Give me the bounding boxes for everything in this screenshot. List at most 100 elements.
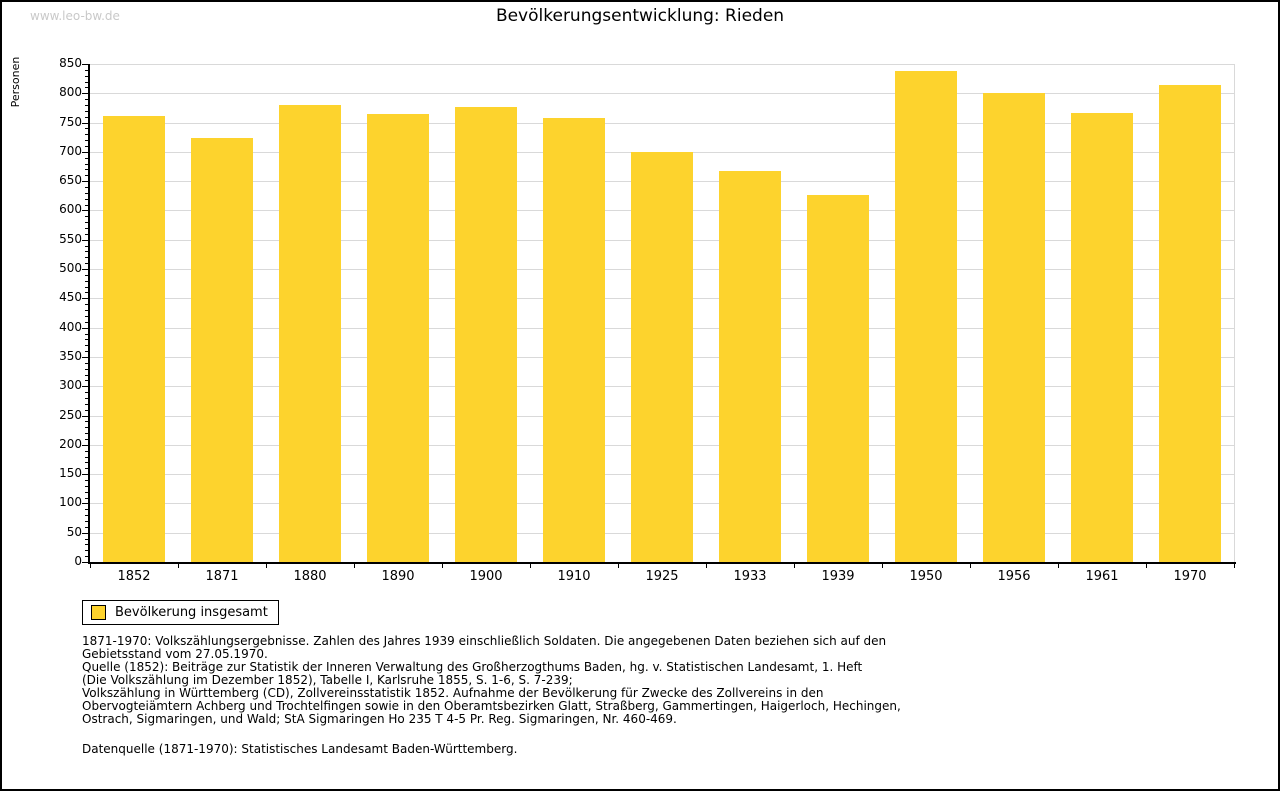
y-tick-minor	[85, 117, 88, 118]
y-tick-minor	[85, 105, 88, 106]
y-tick-major	[82, 152, 88, 153]
y-tick-minor	[85, 134, 88, 135]
watermark-leo-bw: www.leo-bw.de	[30, 9, 120, 23]
y-tick-label: 0	[74, 554, 82, 568]
y-tick-minor	[85, 304, 88, 305]
y-tick-label: 600	[59, 202, 82, 216]
bar-1939	[807, 195, 869, 562]
y-tick-major	[82, 503, 88, 504]
x-tick	[1234, 564, 1235, 568]
y-tick-minor	[85, 498, 88, 499]
y-tick-minor	[85, 392, 88, 393]
y-tick-minor	[85, 228, 88, 229]
footnote-line: Ostrach, Sigmaringen, und Wald; StA Sigm…	[82, 712, 677, 726]
footnote-line: (Die Volkszählung im Dezember 1852), Tab…	[82, 673, 573, 687]
y-tick-label: 700	[59, 144, 82, 158]
y-tick-minor	[85, 281, 88, 282]
bar-1961	[1071, 113, 1133, 562]
y-tick-minor	[85, 222, 88, 223]
legend-label: Bevölkerung insgesamt	[115, 605, 268, 620]
y-tick-minor	[85, 234, 88, 235]
y-tick-minor	[85, 509, 88, 510]
x-tick	[794, 564, 795, 568]
y-tick-label: 100	[59, 495, 82, 509]
gridline	[90, 123, 1234, 124]
bar-1880	[279, 105, 341, 562]
y-tick-minor	[85, 316, 88, 317]
y-tick-major	[82, 93, 88, 94]
y-tick-minor	[85, 521, 88, 522]
y-tick-label: 50	[66, 525, 82, 539]
y-axis-title: Personen	[9, 56, 22, 108]
x-tick-label: 1910	[557, 569, 591, 584]
y-tick-label: 200	[59, 437, 82, 451]
bar-1956	[983, 93, 1045, 562]
bar-1933	[719, 171, 781, 562]
y-tick-minor	[85, 410, 88, 411]
y-tick-minor	[85, 369, 88, 370]
y-tick-minor	[85, 175, 88, 176]
x-tick	[354, 564, 355, 568]
y-tick-minor	[85, 544, 88, 545]
y-tick-minor	[85, 193, 88, 194]
footnote-line: 1871-1970: Volkszählungsergebnisse. Zahl…	[82, 634, 887, 648]
x-tick-label: 1925	[645, 569, 679, 584]
y-axis-line	[88, 64, 90, 564]
y-tick-minor	[85, 351, 88, 352]
x-tick	[530, 564, 531, 568]
y-tick-label: 250	[59, 408, 82, 422]
legend-box: Bevölkerung insgesamt	[82, 600, 279, 625]
y-tick-minor	[85, 140, 88, 141]
y-tick-label: 500	[59, 261, 82, 275]
y-tick-major	[82, 386, 88, 387]
y-tick-label: 350	[59, 349, 82, 363]
y-tick-minor	[85, 486, 88, 487]
y-tick-minor	[85, 363, 88, 364]
bar-1852	[103, 116, 165, 562]
y-tick-minor	[85, 187, 88, 188]
y-tick-minor	[85, 439, 88, 440]
y-tick-minor	[85, 462, 88, 463]
bar-1871	[191, 138, 253, 562]
y-tick-minor	[85, 539, 88, 540]
y-tick-minor	[85, 515, 88, 516]
footnote-line: Gebietsstand vom 27.05.1970.	[82, 647, 268, 661]
footnote-line: Quelle (1852): Beiträge zur Statistik de…	[82, 660, 863, 674]
x-tick	[266, 564, 267, 568]
y-tick-major	[82, 416, 88, 417]
y-tick-minor	[85, 158, 88, 159]
y-tick-label: 400	[59, 320, 82, 334]
y-tick-minor	[85, 169, 88, 170]
y-tick-label: 750	[59, 115, 82, 129]
y-tick-minor	[85, 76, 88, 77]
y-tick-minor	[85, 199, 88, 200]
bar-1890	[367, 114, 429, 562]
y-tick-minor	[85, 70, 88, 71]
y-tick-minor	[85, 246, 88, 247]
x-tick	[442, 564, 443, 568]
y-tick-major	[82, 240, 88, 241]
y-tick-minor	[85, 492, 88, 493]
y-tick-major	[82, 64, 88, 65]
x-tick-label: 1890	[381, 569, 415, 584]
x-tick-label: 1880	[293, 569, 327, 584]
y-tick-major	[82, 562, 88, 563]
y-tick-minor	[85, 380, 88, 381]
y-tick-minor	[85, 556, 88, 557]
y-tick-minor	[85, 257, 88, 258]
y-tick-label: 450	[59, 290, 82, 304]
footnote-block: 1871-1970: Volkszählungsergebnisse. Zahl…	[82, 635, 901, 726]
y-tick-minor	[85, 404, 88, 405]
y-tick-major	[82, 533, 88, 534]
x-tick	[882, 564, 883, 568]
y-tick-label: 850	[59, 56, 82, 70]
y-tick-major	[82, 181, 88, 182]
y-tick-minor	[85, 216, 88, 217]
footnote-line: Volkszählung in Württemberg (CD), Zollve…	[82, 686, 824, 700]
x-axis-line	[88, 562, 1236, 564]
y-tick-minor	[85, 99, 88, 100]
y-tick-major	[82, 328, 88, 329]
y-tick-minor	[85, 339, 88, 340]
y-tick-minor	[85, 457, 88, 458]
y-tick-major	[82, 357, 88, 358]
